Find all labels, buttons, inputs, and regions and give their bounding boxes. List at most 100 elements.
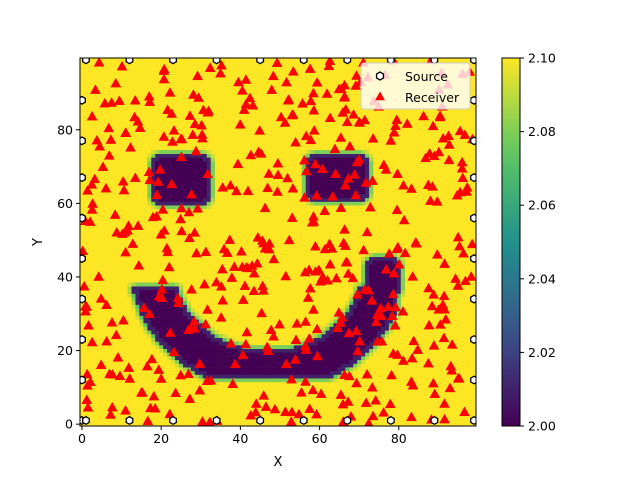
heatmap-cell	[341, 308, 346, 313]
heatmap-cell	[206, 194, 211, 199]
heatmap-cell	[349, 161, 354, 166]
heatmap-cell	[246, 367, 251, 372]
heatmap-cell	[171, 282, 176, 287]
receiver-point	[466, 238, 476, 249]
heatmap-cell	[226, 363, 231, 368]
receiver-point	[376, 336, 388, 346]
heatmap-cell	[182, 172, 188, 177]
receiver-point	[199, 278, 210, 289]
receiver-point	[168, 124, 180, 135]
heatmap-cell	[313, 348, 318, 353]
heatmap-cell	[159, 186, 164, 191]
heatmap-cell	[206, 190, 211, 195]
heatmap-cell	[317, 201, 322, 206]
receiver-point	[443, 154, 455, 165]
heatmap-cell	[186, 308, 192, 313]
heatmap-cell	[278, 359, 283, 364]
heatmap-cell	[325, 172, 330, 177]
heatmap-cell	[254, 363, 259, 368]
heatmap-cell	[226, 374, 231, 379]
heatmap-cell	[321, 179, 326, 184]
receiver-point	[248, 285, 260, 296]
heatmap-cell	[210, 348, 215, 353]
x-tick-label: 20	[153, 431, 169, 446]
receiver-point	[232, 158, 244, 169]
heatmap-cell	[305, 183, 310, 188]
heatmap-cell	[179, 363, 184, 368]
heatmap-cell	[353, 356, 358, 361]
heatmap-cell	[278, 348, 283, 353]
receiver-point	[375, 310, 387, 320]
receiver-point	[93, 58, 105, 67]
receiver-point	[425, 195, 436, 205]
heatmap-cell	[349, 308, 354, 313]
receiver-point	[240, 74, 252, 84]
heatmap-cell	[396, 278, 402, 283]
heatmap-cell	[202, 157, 208, 162]
heatmap-cell	[329, 179, 334, 184]
receiver-point	[227, 378, 239, 388]
heatmap-cell	[309, 363, 314, 368]
heatmap-cell	[341, 201, 346, 206]
heatmap-cell	[333, 157, 338, 162]
heatmap-cell	[143, 319, 148, 324]
receiver-point	[158, 73, 170, 84]
receiver-point	[392, 241, 404, 252]
heatmap-cell	[357, 334, 362, 338]
heatmap-cell	[234, 367, 239, 372]
heatmap-cell	[400, 286, 406, 291]
heatmap-cell	[175, 319, 180, 324]
heatmap-cell	[380, 293, 386, 298]
receiver-point	[118, 184, 130, 195]
heatmap-cell	[186, 300, 192, 305]
receiver-point	[109, 209, 121, 219]
receiver-point	[351, 70, 362, 80]
heatmap-cell	[250, 345, 255, 350]
receiver-point	[335, 317, 347, 327]
heatmap-cell	[361, 197, 366, 202]
heatmap-cell	[258, 356, 263, 361]
x-axis-label: X	[274, 455, 283, 470]
heatmap-cell	[270, 370, 275, 375]
receiver-point	[272, 157, 284, 168]
heatmap-cell	[309, 153, 314, 158]
heatmap-cell	[309, 378, 314, 383]
heatmap-cell	[317, 352, 322, 357]
heatmap-cell	[313, 367, 318, 372]
heatmap-cell	[194, 345, 200, 350]
heatmap-cell	[238, 341, 243, 346]
receiver-point	[116, 60, 128, 71]
receiver-point	[427, 181, 438, 191]
heatmap-cell	[190, 183, 196, 188]
heatmap-cell	[127, 289, 132, 294]
receiver-point	[236, 85, 248, 95]
heatmap-cell	[159, 348, 164, 353]
heatmap-cell	[301, 356, 307, 361]
heatmap-cell	[206, 374, 211, 379]
receiver-point	[300, 344, 312, 354]
receiver-point	[319, 243, 331, 254]
heatmap-cell	[147, 289, 152, 294]
receiver-point	[145, 402, 156, 413]
heatmap-cell	[175, 164, 180, 169]
heatmap-cell	[361, 201, 366, 206]
heatmap-cell	[175, 289, 180, 294]
heatmap-cell	[190, 348, 196, 353]
heatmap-cell	[349, 194, 354, 199]
heatmap-cell	[131, 286, 136, 291]
receiver-point	[343, 327, 355, 338]
heatmap-cell	[238, 348, 243, 353]
heatmap-cell	[198, 367, 204, 372]
receiver-point	[450, 273, 461, 283]
receiver-point	[147, 211, 159, 222]
heatmap-cell	[135, 289, 140, 294]
receiver-point	[287, 109, 299, 119]
heatmap-cell	[258, 370, 263, 375]
receiver-point	[242, 185, 254, 196]
heatmap-cell	[380, 297, 386, 302]
heatmap-cell	[155, 337, 160, 342]
heatmap-cell	[190, 175, 196, 180]
heatmap-cell	[238, 359, 243, 364]
heatmap-cell	[147, 326, 152, 331]
heatmap-cell	[345, 367, 350, 372]
